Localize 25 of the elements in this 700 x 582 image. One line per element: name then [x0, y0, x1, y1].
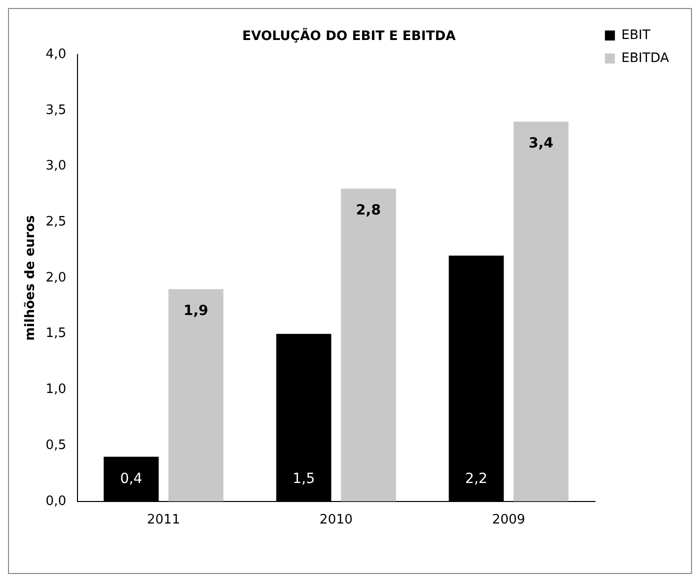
y-tick-label: 2,5	[46, 214, 66, 230]
y-tick-label: 4,0	[46, 46, 66, 62]
data-label: 2,2	[465, 471, 488, 488]
y-tick-label: 1,0	[46, 382, 66, 398]
bar	[168, 289, 224, 502]
data-label: 3,4	[528, 135, 554, 152]
data-label: 0,4	[120, 471, 142, 488]
data-label: 1,9	[183, 302, 208, 319]
data-label: 2,8	[356, 202, 381, 218]
bar	[340, 188, 396, 502]
y-axis-title: milhões de euros	[23, 214, 38, 341]
legend-label: EBIT	[621, 28, 650, 43]
y-tick-label: 3,0	[46, 158, 66, 174]
bar	[513, 122, 568, 502]
y-tick-label: 1,5	[46, 326, 66, 342]
legend-label: EBITDA	[621, 50, 670, 66]
x-tick-label: 2009	[492, 512, 526, 528]
x-tick-label: 2011	[147, 512, 180, 528]
data-label: 1,5	[292, 471, 315, 488]
y-tick-label: 0,5	[46, 438, 66, 453]
y-tick-label: 2,0	[46, 270, 66, 286]
y-tick-label: 3,5	[46, 102, 66, 118]
y-tick-label: 0,0	[46, 494, 66, 509]
x-tick-label: 2010	[320, 512, 353, 528]
chart-title: EVOLUÇÃO DO EBIT E EBITDA	[242, 27, 456, 44]
